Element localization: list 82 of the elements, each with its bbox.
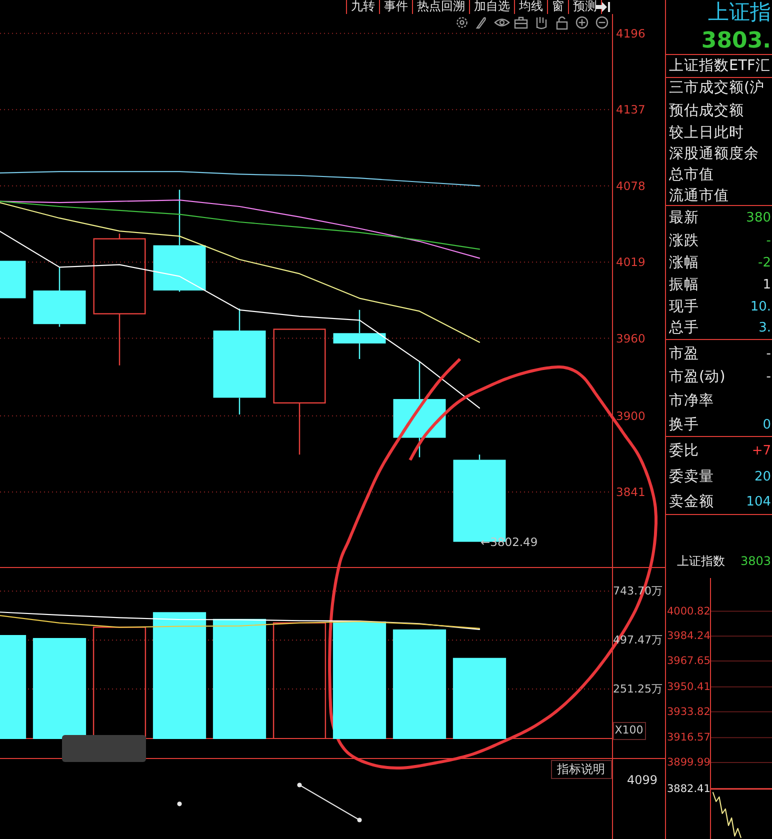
y-tick-label: 3960 bbox=[616, 331, 646, 346]
y-tick-label: 3882.41 bbox=[667, 782, 710, 795]
category-label: 流通市值 bbox=[669, 187, 729, 204]
y-tick-label: 3984.24 bbox=[667, 630, 711, 642]
candlestick bbox=[273, 328, 326, 456]
category-label: 市盈(动) bbox=[669, 368, 726, 385]
text: 事件 bbox=[384, 0, 408, 13]
line-series bbox=[0, 614, 480, 629]
category-label: 振幅 bbox=[669, 276, 699, 293]
bar bbox=[212, 618, 266, 739]
y-tick-label: 4019 bbox=[616, 255, 646, 270]
y-tick-label: 4196 bbox=[616, 26, 646, 40]
text: 0 bbox=[762, 418, 771, 432]
text: -2 bbox=[758, 256, 771, 270]
text: 3803 bbox=[740, 554, 771, 568]
bar bbox=[32, 638, 86, 739]
candlestick bbox=[153, 189, 206, 292]
text: - bbox=[766, 370, 771, 384]
category-label: 现手 bbox=[669, 298, 699, 315]
category-label: 换手 bbox=[669, 416, 699, 433]
text: 4099 bbox=[627, 773, 658, 787]
text: 20 bbox=[754, 470, 771, 484]
text: - bbox=[766, 346, 771, 362]
category-label: 总手 bbox=[668, 319, 699, 336]
category-label: 总市值 bbox=[668, 166, 714, 183]
category-label: 深股通额度余 bbox=[669, 145, 759, 162]
text: 上证指 bbox=[708, 0, 771, 24]
y-tick-label: 4000.82 bbox=[667, 605, 710, 618]
category-label: 三市成交额(沪 bbox=[669, 79, 765, 96]
bar bbox=[332, 621, 386, 739]
y-tick-label: 3916.57 bbox=[667, 732, 710, 744]
text: 热点回溯 bbox=[417, 0, 465, 13]
text: 窗 bbox=[552, 0, 564, 13]
category-label: 委卖量 bbox=[669, 468, 714, 485]
bar bbox=[152, 612, 206, 739]
category-label: 涨跌 bbox=[669, 232, 699, 249]
line-series bbox=[0, 202, 480, 343]
chart-title: 上证指数 bbox=[677, 554, 725, 568]
text: 1 bbox=[762, 278, 771, 292]
category-label: 市盈 bbox=[669, 345, 699, 362]
category-label: 上证指数ETF汇 bbox=[669, 57, 770, 74]
y-tick-label: 3950.41 bbox=[667, 680, 710, 693]
text: 10. bbox=[750, 300, 771, 314]
y-tick-label: 4137 bbox=[616, 102, 646, 117]
bar bbox=[392, 629, 446, 739]
y-tick-label: 3967.65 bbox=[667, 655, 710, 668]
y-tick-label: 3900 bbox=[616, 408, 646, 423]
line-series bbox=[0, 200, 480, 250]
text: - bbox=[766, 234, 771, 248]
category-label: 卖金额 bbox=[669, 493, 714, 510]
candlestick bbox=[33, 266, 86, 328]
text: 九转 bbox=[351, 0, 375, 13]
line-series bbox=[0, 171, 480, 186]
category-label: 市净率 bbox=[669, 392, 714, 409]
candlestick bbox=[213, 308, 266, 416]
text: 104 bbox=[746, 494, 771, 510]
category-label: 涨幅 bbox=[669, 254, 699, 271]
category-label: 较上日此时 bbox=[669, 124, 744, 141]
candlestick bbox=[333, 309, 386, 360]
category-label: 委比 bbox=[669, 442, 699, 459]
text: X100 bbox=[614, 724, 644, 736]
candlestick bbox=[93, 233, 146, 366]
y-tick-label: 4078 bbox=[616, 178, 646, 193]
text: +7 bbox=[752, 444, 771, 458]
y-tick-label: 3841 bbox=[616, 485, 646, 500]
category-label: 最新 bbox=[669, 209, 699, 226]
text: 加自选 bbox=[474, 0, 510, 13]
text: 380 bbox=[746, 210, 771, 226]
y-tick-label: 3933.82 bbox=[667, 706, 710, 718]
y-tick-label: 251.25万 bbox=[613, 682, 662, 696]
text: 预测 bbox=[573, 0, 597, 13]
line-series bbox=[0, 230, 480, 409]
category-label: 预估成交额 bbox=[669, 102, 744, 119]
text: 均线 bbox=[518, 0, 543, 13]
annotation: ←3802.49 bbox=[480, 534, 538, 549]
y-tick-label: 3899.99 bbox=[667, 756, 710, 769]
line-series bbox=[0, 612, 480, 630]
text: 3803. bbox=[701, 28, 771, 54]
bar bbox=[452, 658, 506, 739]
line-series bbox=[712, 792, 742, 838]
text: 指标说明 bbox=[556, 762, 605, 776]
text: 3. bbox=[758, 320, 771, 336]
